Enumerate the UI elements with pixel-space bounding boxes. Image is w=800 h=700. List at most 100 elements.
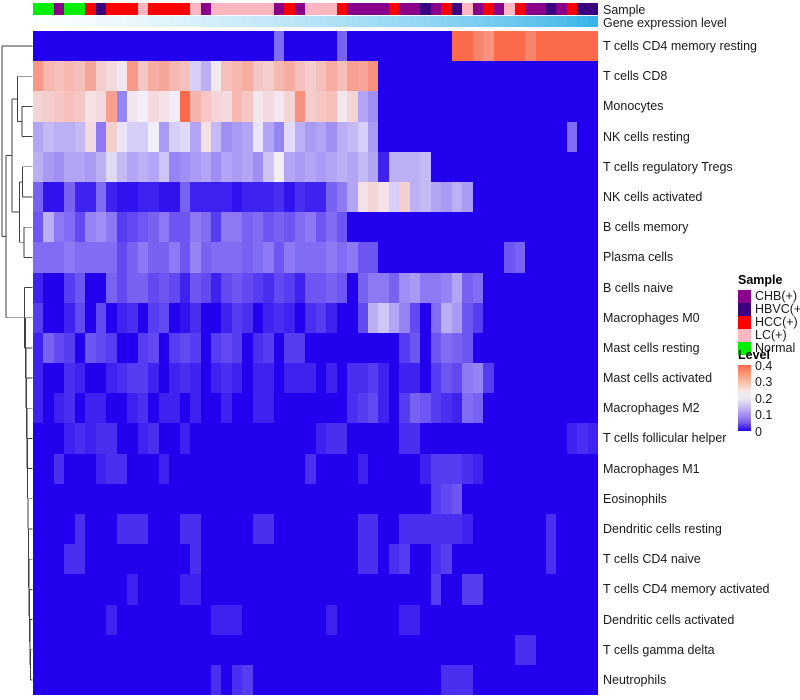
heatmap-cell <box>378 634 389 665</box>
heatmap-cell <box>33 151 44 182</box>
heatmap-cell <box>179 664 191 696</box>
heatmap-cell <box>420 544 431 575</box>
gene-expression-annotation-cell <box>284 16 295 27</box>
heatmap-cell <box>200 514 211 545</box>
heatmap-cell <box>179 212 191 243</box>
heatmap-cell <box>200 363 211 394</box>
heatmap-cell <box>179 483 191 514</box>
heatmap-cell <box>483 544 494 575</box>
heatmap-cell <box>137 212 149 243</box>
heatmap-cell <box>85 423 96 454</box>
sample-legend-item[interactable]: HBVC(+) <box>738 302 800 316</box>
heatmap-cell <box>472 121 484 152</box>
heatmap-cell <box>190 423 201 454</box>
heatmap-cell <box>483 634 494 665</box>
heatmap-cell <box>273 302 285 333</box>
sample-legend-item[interactable]: HCC(+) <box>738 315 800 329</box>
heatmap-cell <box>347 91 358 122</box>
heatmap-cell <box>43 423 54 454</box>
heatmap-cell <box>577 181 588 213</box>
gene-expression-annotation-label: Gene expression level <box>603 16 727 30</box>
heatmap-cell <box>273 363 285 394</box>
heatmap-cell <box>545 212 557 243</box>
heatmap-cell <box>273 242 285 273</box>
heatmap-cell <box>53 121 65 152</box>
heatmap-cell <box>441 31 452 62</box>
heatmap-cell <box>462 31 473 62</box>
heatmap-cell <box>294 212 306 243</box>
heatmap-cell <box>315 423 327 454</box>
heatmap-cell <box>179 242 191 273</box>
heatmap-cell <box>137 31 149 62</box>
heatmap-cell <box>556 544 567 575</box>
heatmap-cell <box>409 514 421 545</box>
heatmap-cell <box>336 664 348 696</box>
heatmap-cell <box>263 514 274 545</box>
heatmap-cell <box>336 453 348 484</box>
heatmap-cell <box>74 272 86 303</box>
heatmap-cell <box>169 302 180 333</box>
heatmap-cell <box>200 544 211 575</box>
gene-expression-annotation-cell <box>483 16 494 27</box>
sample-legend-item[interactable]: LC(+) <box>738 328 800 342</box>
heatmap-cell <box>451 212 463 243</box>
heatmap-cell <box>95 61 107 92</box>
heatmap-cell <box>566 31 578 62</box>
heatmap-cell <box>53 151 65 182</box>
sample-annotation-cell <box>441 3 452 15</box>
heatmap-cell <box>305 91 316 122</box>
heatmap-cell <box>210 393 222 424</box>
sample-annotation-cell <box>504 3 515 15</box>
heatmap-cell <box>368 423 379 454</box>
heatmap-cell <box>514 664 526 696</box>
heatmap-cell <box>263 212 274 243</box>
heatmap-cell <box>242 634 253 665</box>
heatmap-cell <box>441 212 452 243</box>
heatmap-cell <box>74 91 86 122</box>
heatmap-cell <box>284 664 295 696</box>
heatmap-cell <box>294 363 306 394</box>
heatmap-cell <box>116 121 128 152</box>
heatmap-cell <box>587 453 599 484</box>
row-label: T cells CD8 <box>603 69 668 84</box>
heatmap-cell <box>33 31 44 62</box>
heatmap-cell <box>210 121 222 152</box>
sample-legend-item[interactable]: CHB(+) <box>738 289 800 303</box>
heatmap-cell <box>127 181 138 213</box>
heatmap-cell <box>169 31 180 62</box>
sample-annotation-strip <box>33 3 599 15</box>
heatmap-cell <box>388 423 400 454</box>
sample-legend-swatch <box>738 341 751 355</box>
heatmap-cell <box>545 544 557 575</box>
heatmap-cell <box>74 212 86 243</box>
heatmap-cell <box>106 242 117 273</box>
heatmap-cell <box>33 242 44 273</box>
heatmap-cell <box>378 604 389 635</box>
heatmap-cell <box>545 393 557 424</box>
sample-annotation-cell <box>85 3 96 15</box>
heatmap-cell <box>368 212 379 243</box>
heatmap-cell <box>566 332 578 364</box>
heatmap-cell <box>284 61 295 92</box>
heatmap-cell <box>64 242 75 273</box>
heatmap-cell <box>420 151 431 182</box>
heatmap-cell <box>587 181 599 213</box>
heatmap-cell <box>420 332 431 364</box>
heatmap-cell <box>587 151 599 182</box>
heatmap-cell <box>127 91 138 122</box>
heatmap-cell <box>420 91 431 122</box>
heatmap-cell <box>566 634 578 665</box>
heatmap-cell <box>127 514 138 545</box>
sample-annotation-cell <box>556 3 567 15</box>
heatmap-cell <box>190 61 201 92</box>
heatmap-cell <box>388 664 400 696</box>
heatmap-cell <box>441 453 452 484</box>
heatmap-cell <box>85 453 96 484</box>
heatmap-cell <box>462 61 473 92</box>
heatmap-cell <box>43 272 54 303</box>
heatmap-cell <box>368 363 379 394</box>
gene-expression-annotation-cell <box>388 16 400 27</box>
heatmap-cell <box>263 121 274 152</box>
heatmap-cell <box>294 664 306 696</box>
sample-legend-item[interactable]: Normal <box>738 341 800 355</box>
